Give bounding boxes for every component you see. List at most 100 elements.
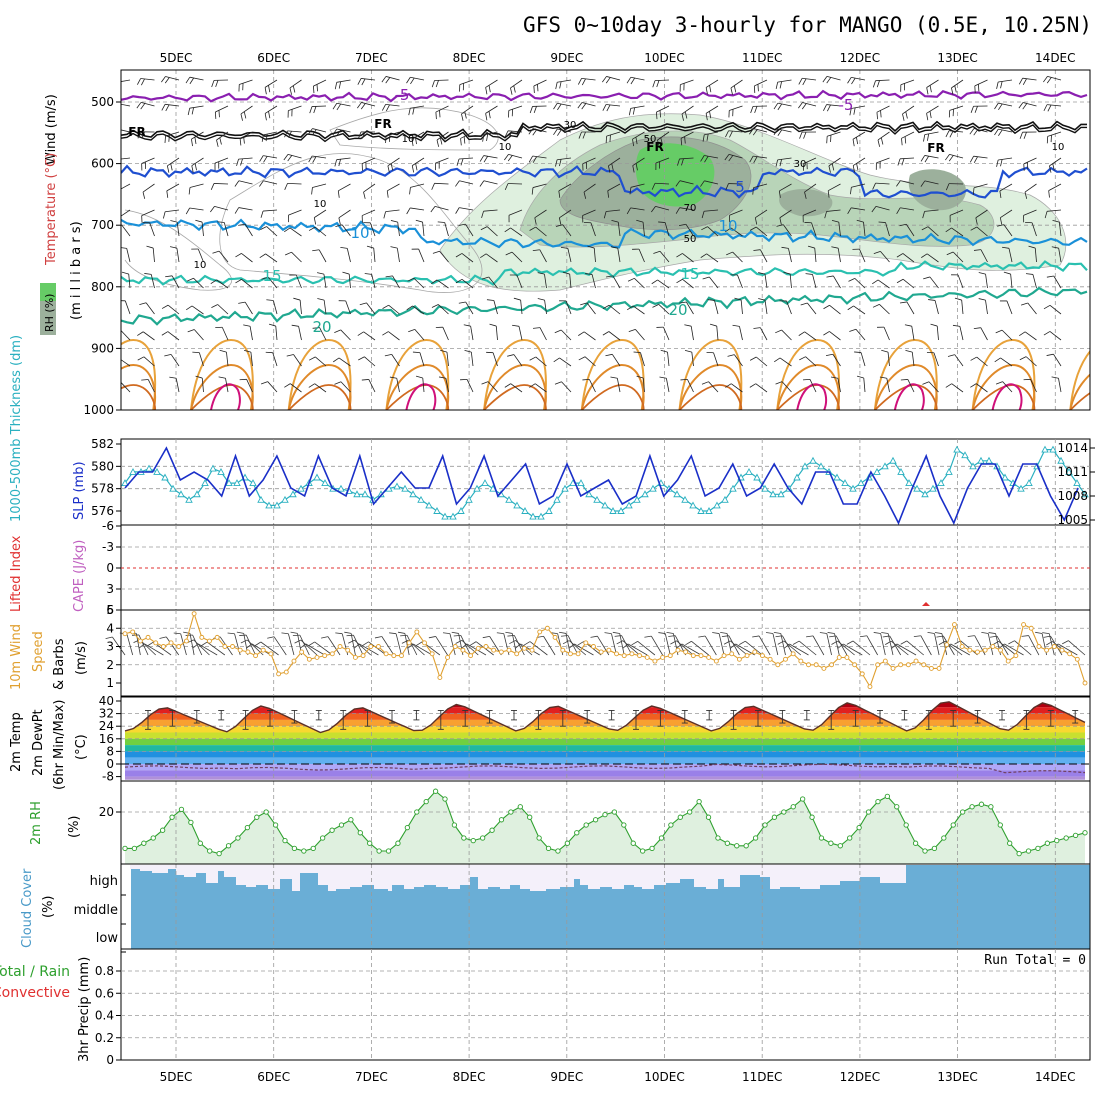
wind-barb-flag <box>137 131 141 139</box>
wind-barb-flag <box>856 137 859 145</box>
wind-barb <box>363 331 376 341</box>
y-tick-label: 8 <box>106 744 114 758</box>
thickness-marker <box>233 479 241 487</box>
wind-barb <box>730 79 743 89</box>
precip-label-a: Total / Rain <box>0 964 70 980</box>
wind-barb-flag <box>823 304 830 310</box>
wind-barb-flag <box>200 641 208 647</box>
wind-barb-flag <box>195 375 203 379</box>
wind-speed-marker <box>468 653 474 659</box>
wind-barb <box>290 383 302 393</box>
precip-label-b: Convective <box>0 985 70 1001</box>
cloud-level-label: low <box>96 931 119 946</box>
rh-marker <box>414 809 420 815</box>
wind-barb <box>951 79 964 89</box>
wind-barb-flag <box>137 331 144 336</box>
wind-barb <box>852 157 866 166</box>
wind-barb-flag <box>749 226 757 231</box>
wind-barb-flag <box>440 349 448 353</box>
wind-barb-flag <box>773 632 781 634</box>
wind-barb <box>739 326 743 341</box>
wind-barb <box>1047 104 1062 107</box>
rh-marker <box>254 814 260 820</box>
wind-barb-flag <box>657 139 660 147</box>
wind-barb-flag <box>239 138 242 146</box>
wind-barb-flag <box>366 245 374 249</box>
wind-barb-flag <box>972 187 975 195</box>
wind-barb <box>385 209 400 213</box>
wind-barb <box>900 157 915 160</box>
wind-barb-flag <box>928 299 936 301</box>
wind-barb-flag <box>684 111 688 119</box>
wind-barb-flag <box>485 113 488 121</box>
rh-marker <box>536 835 542 841</box>
wind-barb <box>492 352 498 367</box>
thickness-marker <box>705 507 713 514</box>
wind-barb <box>246 379 253 393</box>
wind-barb <box>217 304 229 315</box>
wind-barb <box>606 104 621 107</box>
wind-barb-flag <box>652 80 656 88</box>
wind-barb <box>508 154 523 159</box>
surface-contour <box>483 384 547 410</box>
wind-barb-flag <box>185 207 190 215</box>
wind-speed-marker <box>936 665 942 671</box>
wind-speed-marker <box>767 656 773 662</box>
wind-barb-flag <box>876 80 880 88</box>
wind-barb <box>532 183 547 188</box>
wind-barb-flag <box>144 273 152 275</box>
wind-barb-flag <box>161 331 169 336</box>
wind-barb-flag <box>166 165 170 173</box>
wind-barb <box>859 248 866 263</box>
wind-barb-flag <box>651 183 656 190</box>
rh-marker <box>715 835 721 841</box>
wind-barb-flag <box>240 639 248 644</box>
wind-barb-flag <box>1021 635 1029 637</box>
wind-barb-flag <box>778 190 781 198</box>
thickness-marker <box>969 462 977 470</box>
wind-speed-marker <box>905 662 911 668</box>
cloud-clear-bar <box>478 865 488 889</box>
wind-barb-flag <box>676 643 683 649</box>
thickness-marker <box>593 495 601 503</box>
top-date-label: 10DEC <box>644 51 684 65</box>
wind-barb <box>680 79 694 86</box>
wind-barb-flag <box>1019 132 1023 139</box>
wind-barb <box>1047 209 1062 212</box>
wind-barb-flag <box>700 155 705 162</box>
rh-marker <box>865 809 872 815</box>
wind-barb-flag <box>802 78 807 86</box>
bottom-date-label: 13DEC <box>937 1070 977 1084</box>
wind-barb <box>777 128 792 133</box>
wind-barb <box>704 155 719 159</box>
wind-barb-flag <box>415 219 423 223</box>
wind-barb <box>543 636 556 656</box>
wind-barb <box>465 223 474 237</box>
wind-barb <box>287 153 302 159</box>
wind-barb-flag <box>831 163 835 171</box>
cloud-clear-bar <box>362 865 374 885</box>
wind-barb-flag <box>659 376 667 379</box>
wind-speed-marker <box>383 651 389 657</box>
wind-barb <box>511 633 518 656</box>
wind-barb <box>619 633 625 656</box>
wind-barb-flag <box>486 299 494 301</box>
wind-speed-marker <box>1028 625 1034 631</box>
rh-marker <box>574 830 580 836</box>
wind-barb <box>1030 379 1037 393</box>
wind-barb <box>319 327 327 341</box>
wind-barb-flag <box>1035 631 1043 634</box>
wind-barb-flag <box>635 137 638 145</box>
wind-barb <box>654 79 670 81</box>
wind-barb-flag <box>284 251 292 256</box>
cloud-level-label: high <box>90 874 118 889</box>
wind-barb-flag <box>388 134 391 142</box>
thickness-marker <box>401 484 409 492</box>
rh-marker <box>235 835 241 841</box>
wind-barb-flag <box>1019 356 1027 361</box>
wind-barb <box>679 157 694 160</box>
rh-marker <box>1054 837 1060 844</box>
cloud-clear-bar <box>724 865 740 887</box>
wind-barb-flag <box>313 217 317 225</box>
